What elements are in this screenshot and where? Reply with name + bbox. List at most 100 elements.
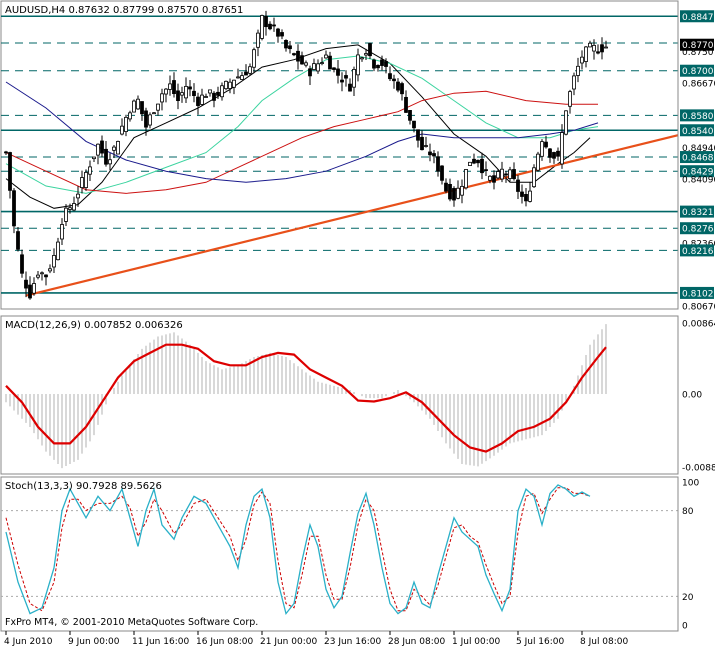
candle-body [24, 279, 28, 289]
candle-body [52, 255, 56, 268]
candle-body [100, 140, 104, 154]
price-tick-label: 0.87704 [682, 41, 715, 51]
candle-body [276, 28, 280, 37]
candle-body [368, 43, 372, 57]
candle-body [536, 153, 540, 171]
candle-body [156, 103, 160, 111]
candle-body [44, 274, 48, 278]
candle-body [516, 179, 520, 192]
current-price-box [680, 38, 714, 51]
time-tick-label: 16 Jun 08:00 [196, 637, 253, 647]
candle-body [96, 143, 100, 156]
candle-body [108, 159, 112, 165]
candle-body [184, 85, 188, 99]
candle-body [324, 54, 328, 59]
candle-body [372, 59, 376, 69]
candle-body [404, 96, 408, 113]
price-pane: AUDUSD,H4 0.87632 0.87799 0.87570 0.8765… [0, 0, 715, 313]
stoch-header: Stoch(13,3,3) 90.7928 89.5626 [5, 481, 162, 492]
time-tick-label: 9 Jun 00:00 [68, 637, 120, 647]
candle-body [556, 150, 560, 157]
candle-body [572, 75, 576, 90]
candle-body [320, 62, 324, 64]
price-level-tag [680, 10, 714, 23]
candle-body [544, 141, 548, 148]
time-tick-label: 21 Jun 00:00 [260, 637, 317, 647]
candle-body [352, 69, 356, 88]
moving-average-line [5, 90, 598, 194]
candle-body [376, 64, 380, 69]
macd-pane: MACD(12,26,9) 0.007852 0.006326 0.008640… [0, 315, 715, 475]
candle-body [212, 92, 216, 101]
candle-body [20, 254, 24, 274]
candle-body [220, 85, 224, 98]
candle-body [336, 68, 340, 76]
candle-body [196, 96, 200, 106]
candle-body [104, 148, 108, 165]
price-level-lines [1, 15, 678, 294]
candle-body [164, 88, 168, 95]
candle-body [244, 71, 248, 76]
price-tick-label: 0.81022 [682, 289, 715, 299]
candle-body [344, 75, 348, 79]
time-tick-label: 28 Jun 08:00 [388, 637, 445, 647]
candle-body [312, 63, 316, 70]
stoch-tick-label: 0 [682, 622, 688, 632]
macd-axis: 0.00864 0.00 -0.00887 [677, 316, 715, 474]
candle-body [268, 23, 272, 30]
price-level-tag [680, 205, 714, 218]
candle-body [264, 15, 268, 28]
candle-body [524, 194, 528, 202]
price-level-tag [680, 222, 714, 235]
candle-body [476, 159, 480, 164]
candle-body [12, 190, 16, 227]
candle-body [592, 44, 596, 52]
candle-body [484, 169, 488, 172]
candle-body [204, 96, 208, 98]
symbol-header: AUDUSD,H4 0.87632 0.87799 0.87570 0.8765… [5, 5, 243, 16]
candle-body [56, 241, 60, 261]
candle-body [296, 50, 300, 62]
candle-body [300, 55, 304, 65]
candle-body [452, 188, 456, 201]
candle-body [172, 80, 176, 95]
candle-body [532, 167, 536, 188]
candle-body [328, 55, 332, 70]
candle-body [528, 190, 532, 202]
candle-body [388, 73, 392, 80]
candle-body [112, 146, 116, 151]
time-tick-label: 4 Jun 2010 [4, 637, 53, 647]
candle-body [292, 53, 296, 56]
candle-body [472, 158, 476, 164]
candle-body [408, 110, 412, 121]
candle-body [48, 268, 52, 272]
candle-body [360, 57, 364, 60]
price-tick-label: 0.83211 [682, 208, 715, 218]
candle-body [424, 145, 428, 147]
candle-body [228, 81, 232, 89]
macd-tick-label: 0.00864 [682, 320, 715, 330]
macd-signal-group [5, 343, 607, 453]
price-level-tag [680, 244, 714, 257]
candle-body [548, 148, 552, 158]
macd-signal-line [5, 343, 607, 453]
candle-body [88, 166, 92, 175]
candle-body [580, 56, 584, 64]
candle-body [240, 75, 244, 80]
candle-body [520, 191, 524, 197]
stoch-lines-group [5, 484, 591, 616]
candle-body [380, 59, 384, 66]
candle-body [560, 132, 564, 165]
candle-body [128, 112, 132, 120]
candle-body [76, 193, 80, 199]
candle-body [440, 165, 444, 181]
candle-body [248, 66, 252, 74]
candle-body [340, 79, 344, 83]
candle-body [144, 110, 148, 128]
candle-body [428, 151, 432, 156]
candle-body [460, 185, 464, 196]
